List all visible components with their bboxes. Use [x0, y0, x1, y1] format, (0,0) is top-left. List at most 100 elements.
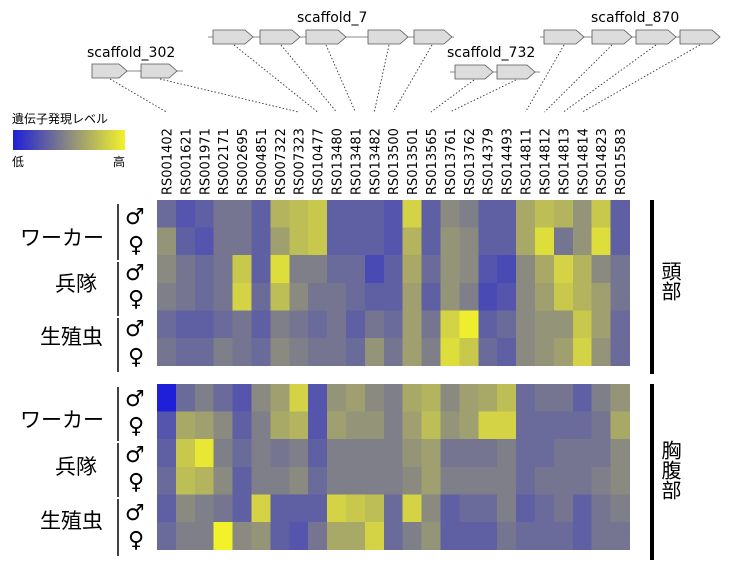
- heatmap-cell: [610, 310, 631, 339]
- heatmap-cell: [289, 466, 309, 495]
- heatmap-cell: [270, 310, 290, 339]
- heatmap-cell: [440, 439, 460, 468]
- heatmap-cell: [497, 466, 517, 495]
- heatmap-cell: [346, 439, 366, 468]
- heatmap-cell: [327, 282, 347, 311]
- heatmap-cell: [591, 200, 612, 229]
- heatmap-cell: [157, 200, 177, 229]
- heatmap-cell: [610, 227, 631, 256]
- heatmap-cell: [516, 439, 536, 468]
- heatmap-cell: [383, 466, 404, 495]
- heatmap-cell: [346, 227, 366, 256]
- heatmap-cell: [346, 282, 366, 311]
- gene-connector-line: [159, 78, 299, 113]
- heatmap-cell: [591, 494, 612, 523]
- heatmap-cell: [327, 494, 347, 523]
- heatmap-cell: [572, 384, 593, 413]
- gene-label: RS013761: [444, 128, 459, 195]
- heatmap-cell: [327, 466, 347, 495]
- heatmap-cell: [553, 522, 574, 551]
- heatmap-cell: [308, 466, 328, 495]
- heatmap-cell: [251, 200, 271, 229]
- region-label-body: 胸腹部: [658, 440, 682, 500]
- heatmap-cell: [364, 338, 385, 367]
- heatmap-cell: [402, 494, 423, 523]
- heatmap-cell: [194, 310, 215, 339]
- heatmap-cell: [478, 282, 498, 311]
- legend-low-label: 低: [12, 155, 24, 169]
- heatmap-cell: [459, 522, 479, 551]
- heatmap-cell: [572, 439, 593, 468]
- gene-label: RS014823: [595, 128, 610, 195]
- heatmap-cell: [535, 338, 555, 367]
- gene-label: RS014379: [482, 128, 497, 195]
- heatmap-cell: [402, 200, 423, 229]
- heatmap-cell: [440, 200, 460, 229]
- gene-label: RS013565: [425, 128, 440, 195]
- gene-arrow-icon: [413, 29, 453, 45]
- heatmap-cell: [478, 522, 498, 551]
- heatmap-cell: [516, 227, 536, 256]
- gene-arrow-icon: [454, 64, 494, 80]
- heatmap-cell: [308, 338, 328, 367]
- heatmap-cell: [440, 310, 460, 339]
- heatmap-cell: [516, 282, 536, 311]
- heatmap-cell: [175, 439, 196, 468]
- heatmap-cell: [327, 227, 347, 256]
- heatmap-cell: [402, 282, 423, 311]
- heatmap-cell: [194, 227, 215, 256]
- sex-label-male: ♂: [125, 501, 145, 526]
- heatmap-cell: [572, 522, 593, 551]
- gene-connector-line: [233, 44, 318, 113]
- heatmap-cell: [553, 466, 574, 495]
- heatmap-cell: [251, 411, 271, 440]
- scaffold-label-302: scaffold_302: [87, 45, 175, 61]
- heatmap-cell: [553, 310, 574, 339]
- heatmap-cell: [572, 466, 593, 495]
- heatmap-cell: [478, 494, 498, 523]
- gene-label: RS014811: [520, 128, 535, 195]
- heatmap-cell: [553, 411, 574, 440]
- heatmap-cell: [440, 338, 460, 367]
- heatmap-cell: [572, 310, 593, 339]
- heatmap-cell: [516, 494, 536, 523]
- gene-arrow-icon: [212, 29, 254, 45]
- heatmap-cell: [610, 282, 631, 311]
- gene-arrow-icon: [367, 29, 409, 45]
- heatmap-cell: [213, 522, 234, 551]
- heatmap-cell: [289, 522, 309, 551]
- heatmap-cell: [383, 338, 404, 367]
- heatmap-cell: [440, 411, 460, 440]
- heatmap-cell: [591, 439, 612, 468]
- heatmap-cell: [383, 227, 404, 256]
- heatmap-cell: [402, 310, 423, 339]
- heatmap-cell: [535, 411, 555, 440]
- heatmap-cell: [364, 494, 385, 523]
- heatmap-cell: [157, 384, 177, 413]
- heatmap-cell: [497, 522, 517, 551]
- heatmap-cell: [213, 439, 234, 468]
- heatmap-cell: [572, 255, 593, 284]
- heatmap-cell: [497, 310, 517, 339]
- heatmap-cell: [270, 384, 290, 413]
- gene-label: RS013762: [463, 128, 478, 195]
- heatmap-cell: [251, 227, 271, 256]
- sex-label-female: ♀: [128, 233, 144, 258]
- heatmap-cell: [516, 310, 536, 339]
- heatmap-cell: [591, 227, 612, 256]
- heatmap-cell: [572, 282, 593, 311]
- heatmap-cell: [194, 384, 215, 413]
- sex-label-male: ♂: [125, 443, 145, 468]
- heatmap-cell: [402, 522, 423, 551]
- heatmap-cell: [591, 255, 612, 284]
- heatmap-cell: [175, 522, 196, 551]
- heatmap-cell: [572, 338, 593, 367]
- heatmap-cell: [364, 466, 385, 495]
- heatmap-cell: [175, 227, 196, 256]
- gene-connectors: [109, 44, 701, 113]
- heatmap-cell: [497, 255, 517, 284]
- heatmap-cell: [364, 282, 385, 311]
- scaffold-label-870: scaffold_870: [591, 10, 679, 26]
- gene-connector-line: [373, 44, 390, 113]
- heatmap-cell: [308, 439, 328, 468]
